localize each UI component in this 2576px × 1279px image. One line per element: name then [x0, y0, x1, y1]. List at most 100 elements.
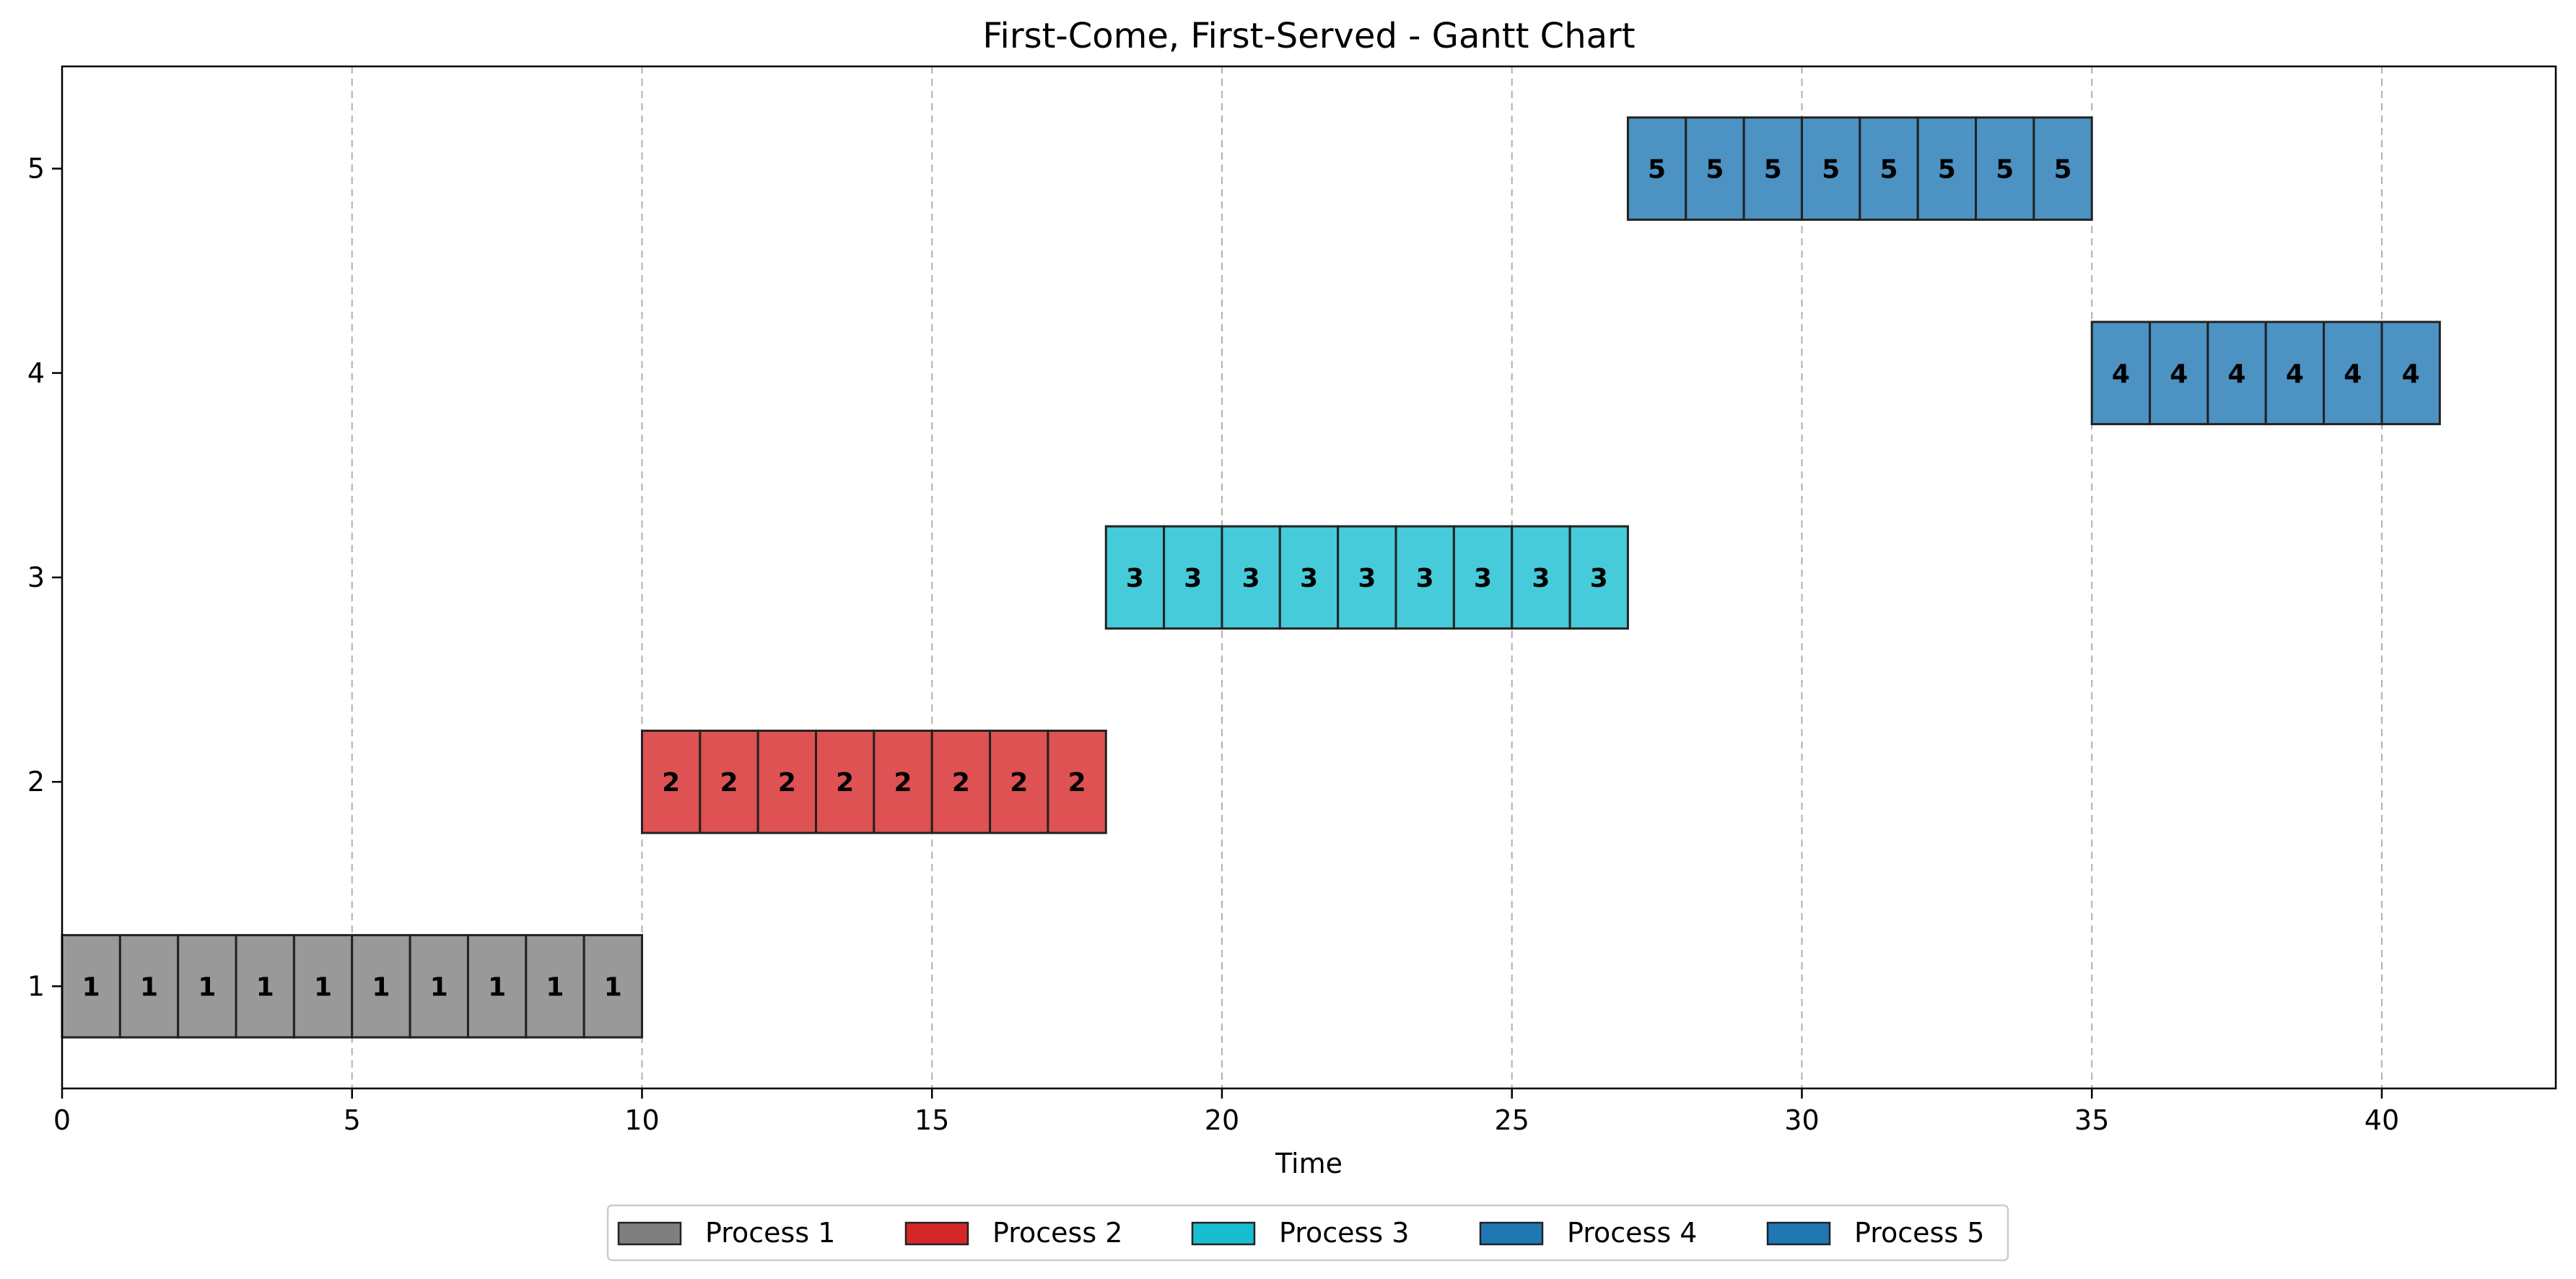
- legend-label: Process 5: [1854, 1217, 1984, 1249]
- bar-segment-label: 3: [1532, 564, 1550, 593]
- x-tick-label: 25: [1495, 1104, 1529, 1136]
- bar-segment: [1626, 116, 1688, 221]
- bar-segment: [1394, 525, 1455, 630]
- bar-process-5: 5 5 5 5 5 5 5 5: [1626, 116, 2093, 221]
- bar-segment: [582, 934, 643, 1039]
- bar-segment: [177, 934, 237, 1039]
- x-tick-label: 30: [1784, 1104, 1819, 1136]
- bar-segment-label: 1: [314, 972, 332, 1002]
- bar-segment: [1337, 525, 1397, 630]
- bar-process-1: 1 1 1 1 1 1 1 1 1 1: [61, 934, 643, 1039]
- bar-segment: [930, 729, 992, 834]
- bar-segment: [292, 934, 354, 1039]
- y-tick-label: 3: [27, 562, 45, 593]
- legend-item: Process 1: [617, 1217, 835, 1249]
- bar-segment: [1916, 116, 1978, 221]
- bar-segment-label: 4: [2112, 359, 2130, 389]
- bar-segment-label: 3: [1358, 564, 1376, 593]
- bar-segment: [1568, 525, 1629, 630]
- bar-segment-label: 5: [1822, 155, 1840, 185]
- bar-segment-label: 2: [952, 768, 970, 798]
- y-tick-label: 5: [27, 153, 45, 185]
- legend-item: Process 5: [1766, 1217, 1984, 1249]
- bar-segment-label: 5: [1938, 155, 1956, 185]
- legend-swatch: [1191, 1221, 1256, 1246]
- x-tick-label: 0: [53, 1104, 71, 1136]
- bar-segment-label: 5: [1764, 155, 1782, 185]
- x-axis-label: Time: [1275, 1148, 1342, 1179]
- y-tick-label: 1: [27, 970, 45, 1002]
- bar-segment-label: 1: [488, 972, 506, 1002]
- legend-swatch: [617, 1221, 682, 1246]
- bar-segment-label: 2: [778, 768, 796, 798]
- bar-process-4: 4 4 4 4 4 4: [2090, 320, 2441, 426]
- bar-segment-label: 3: [1126, 564, 1144, 593]
- y-tick-label: 4: [27, 357, 45, 389]
- bar-segment-label: 1: [140, 972, 158, 1002]
- bar-segment-label: 2: [662, 768, 680, 798]
- bar-process-2: 2 2 2 2 2 2 2 2: [640, 729, 1107, 834]
- chart-title: First-Come, First-Served - Gantt Chart: [982, 16, 1635, 56]
- bar-segment: [2149, 320, 2209, 426]
- legend-label: Process 1: [705, 1217, 835, 1249]
- bar-segment: [815, 729, 876, 834]
- x-tick-label: 5: [344, 1104, 361, 1136]
- y-tick-label: 2: [27, 766, 45, 798]
- legend-swatch: [904, 1221, 969, 1246]
- x-tick-label: 15: [914, 1104, 949, 1136]
- bar-segment-label: 2: [894, 768, 912, 798]
- x-tick-label: 40: [2365, 1104, 2399, 1136]
- legend: Process 1 Process 2 Process 3 Process 4 Proc…: [606, 1204, 2009, 1262]
- x-tick-label: 35: [2074, 1104, 2109, 1136]
- bar-segment-label: 3: [1184, 564, 1202, 593]
- legend-label: Process 3: [1279, 1217, 1409, 1249]
- bar-segment-label: 4: [2170, 359, 2188, 389]
- bar-segment: [2323, 320, 2383, 426]
- bar-segment-label: 5: [2054, 155, 2072, 185]
- legend-swatch: [1479, 1221, 1544, 1246]
- x-tick-label: 10: [624, 1104, 659, 1136]
- bar-segment: [2090, 320, 2152, 426]
- bar-segment: [235, 934, 295, 1039]
- bar-segment-label: 5: [1879, 155, 1898, 185]
- grid-lines: [351, 66, 2383, 1088]
- legend-swatch: [1766, 1221, 1831, 1246]
- bar-segment: [409, 934, 469, 1039]
- process-bars: 1 1 1 1 1 1 1 1 1 12 2 2 2 2 2 2 23 3 3 3 3 3 3 3 34 4 4 4 4 45 5 5 5 5 5 5…: [61, 116, 2441, 1039]
- x-tick-label: 20: [1205, 1104, 1239, 1136]
- bar-segment: [1742, 116, 1803, 221]
- legend-item: Process 4: [1479, 1217, 1697, 1249]
- legend-item: Process 2: [904, 1217, 1122, 1249]
- bar-segment-label: 3: [1590, 564, 1608, 593]
- legend-frame: [606, 1204, 2009, 1262]
- legend-label: Process 4: [1567, 1217, 1697, 1249]
- bar-segment-label: 1: [546, 972, 564, 1002]
- bar-segment-label: 4: [2402, 359, 2420, 389]
- bar-segment: [1047, 729, 1107, 834]
- bar-segment: [2033, 116, 2093, 221]
- bar-segment-label: 2: [1068, 768, 1086, 798]
- bar-segment-label: 5: [1648, 155, 1666, 185]
- bar-segment: [1163, 525, 1223, 630]
- bar-segment-label: 1: [372, 972, 390, 1002]
- bar-segment: [1800, 116, 1861, 221]
- y-axis: 1 2 3 4 5: [27, 153, 62, 1002]
- bar-segment-label: 5: [1996, 155, 2014, 185]
- bar-segment-label: 1: [604, 972, 622, 1002]
- bar-segment-label: 4: [2344, 359, 2362, 389]
- bar-segment-label: 2: [836, 768, 854, 798]
- bar-segment: [756, 729, 818, 834]
- bar-segment-label: 3: [1242, 564, 1260, 593]
- bar-segment-label: 3: [1300, 564, 1318, 593]
- bar-segment-label: 2: [1010, 768, 1028, 798]
- x-axis: 0 5 10 15 20 25 30 35 40: [53, 1088, 2399, 1136]
- bar-segment: [1221, 525, 1281, 630]
- bar-segment-label: 2: [720, 768, 738, 798]
- legend-label: Process 2: [992, 1217, 1122, 1249]
- bar-segment-label: 1: [198, 972, 216, 1002]
- bar-segment: [2206, 320, 2267, 426]
- bar-segment-label: 1: [430, 972, 448, 1002]
- bar-segment-label: 4: [2228, 359, 2246, 389]
